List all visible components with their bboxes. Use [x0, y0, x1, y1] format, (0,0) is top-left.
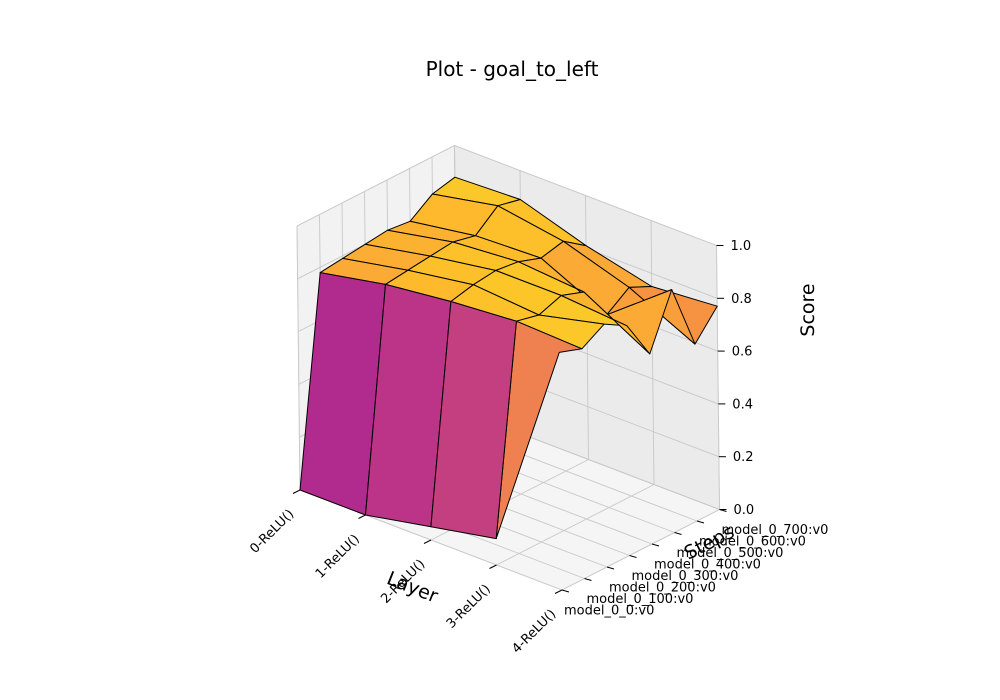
x-tick: [554, 589, 563, 594]
x-tick: [292, 489, 301, 494]
x-tick: [423, 539, 432, 544]
surface: [299, 176, 718, 540]
x-tick-label: 4-ReLU(): [509, 607, 559, 657]
y-tick: [561, 589, 570, 593]
y-tick: [629, 555, 637, 558]
y-tick-label: model_0_200:v0: [609, 581, 716, 596]
x-tick-label: 1-ReLU(): [313, 532, 363, 582]
x-tick: [358, 514, 366, 519]
y-tick-label: model_0_100:v0: [587, 592, 694, 607]
y-tick-label: model_0_500:v0: [677, 546, 784, 561]
y-tick-label: model_0_600:v0: [699, 535, 806, 550]
y-tick: [674, 532, 682, 535]
surface-face: [560, 291, 651, 355]
chart-title: Plot - goal_to_left: [426, 57, 599, 81]
y-tick-label: model_0_300:v0: [632, 569, 739, 584]
y-tick: [606, 566, 615, 570]
z-tick-label: 0.0: [734, 503, 755, 518]
z-axis-label: Score: [797, 283, 819, 336]
z-tick-label: 0.6: [732, 345, 753, 360]
surface-face: [430, 301, 517, 540]
y-tick-label: model_0_700:v0: [722, 523, 829, 538]
z-tick-label: 0.4: [732, 397, 753, 412]
y-tick-label: model_0_0:v0: [564, 604, 654, 619]
z-tick-label: 0.2: [733, 450, 754, 465]
y-tick: [584, 578, 592, 581]
y-tick: [651, 543, 660, 547]
gridline-z: [296, 145, 717, 246]
x-tick-label: 3-ReLU(): [444, 582, 494, 632]
y-tick-label: model_0_400:v0: [654, 558, 761, 573]
x-tick: [489, 564, 497, 569]
x-tick-label: 0-ReLU(): [247, 507, 297, 557]
y-tick: [696, 520, 705, 524]
z-tick-label: 0.8: [731, 292, 752, 307]
z-tick-label: 1.0: [731, 239, 752, 254]
